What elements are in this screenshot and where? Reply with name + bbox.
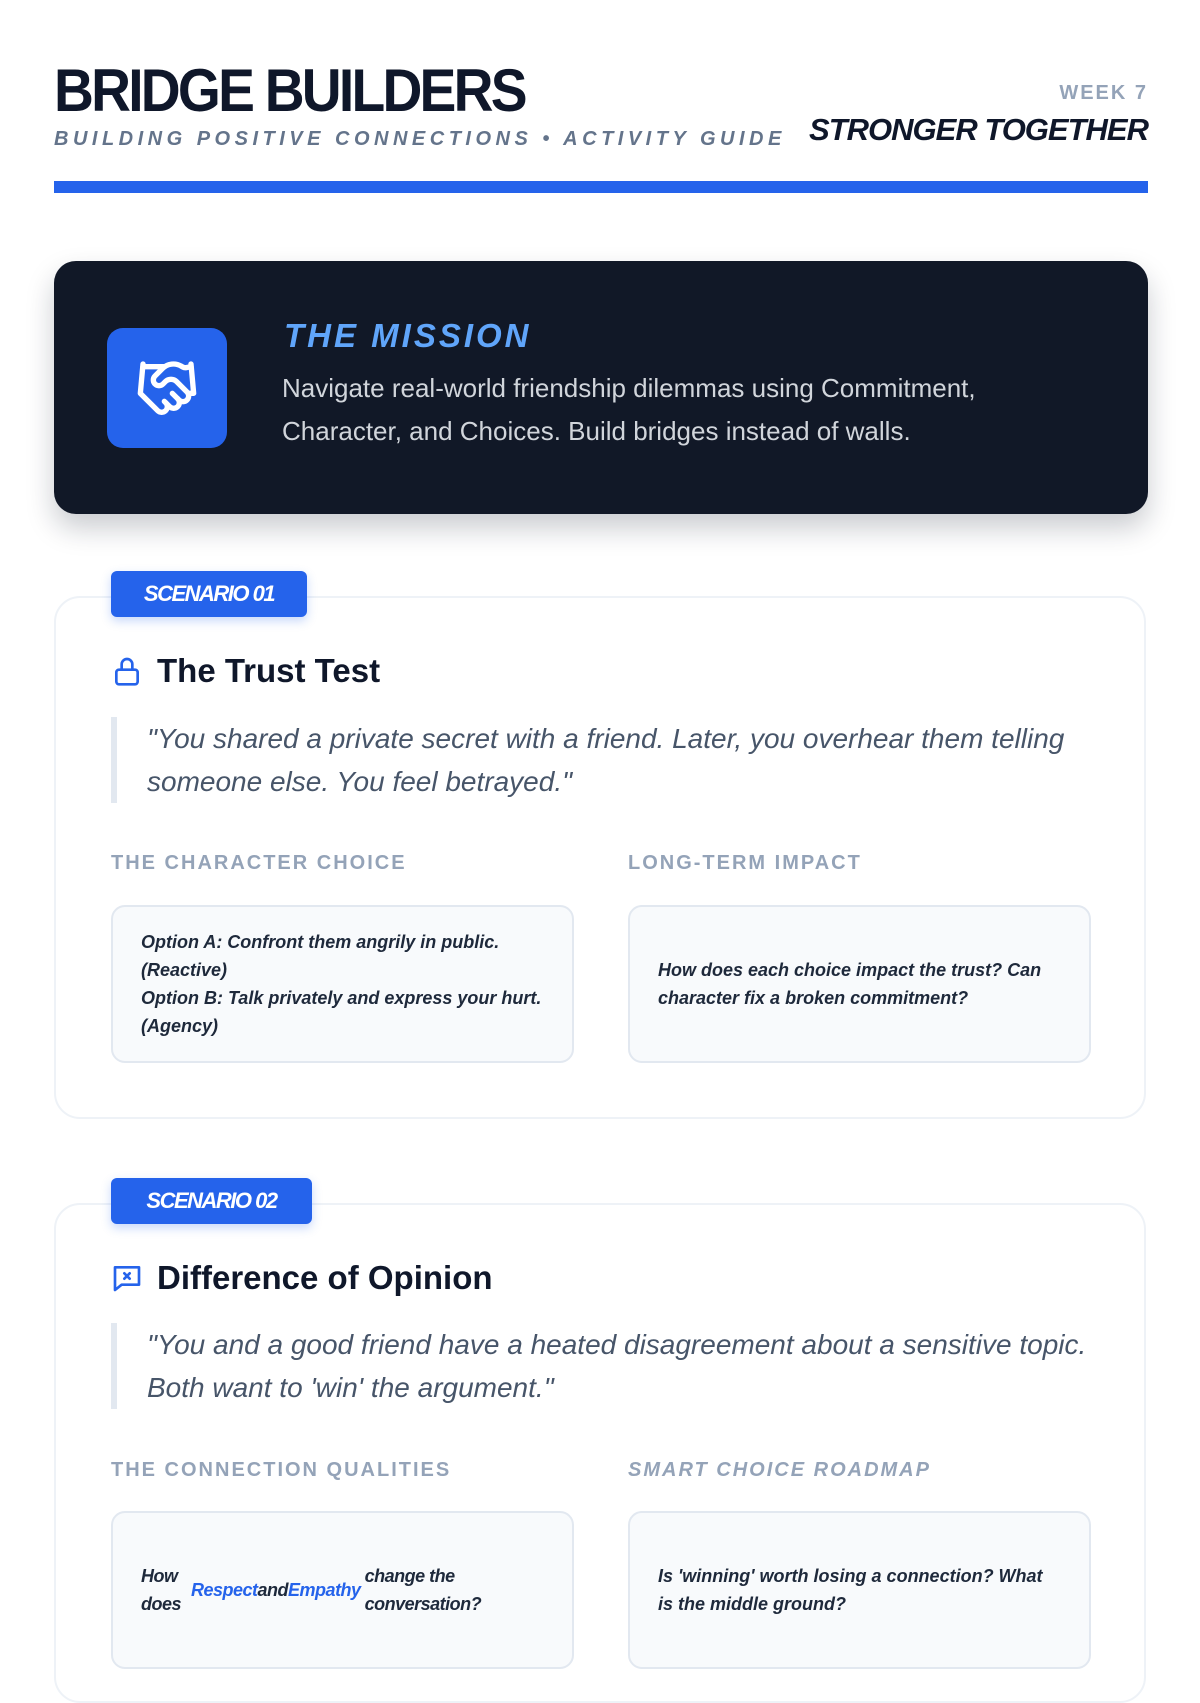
section-label: THE CONNECTION QUALITIES	[111, 1459, 452, 1481]
mission-text: Navigate real-world friendship dilemmas …	[282, 373, 976, 446]
impact-box: How does each choice impact the trust? C…	[628, 905, 1091, 1063]
message-x-icon	[113, 1266, 141, 1292]
scenario-badge: SCENARIO 02	[111, 1178, 312, 1224]
lock-icon	[115, 657, 139, 686]
scenario-heading: Difference of Opinion	[111, 1259, 493, 1297]
option-a: Option A: Confront them angrily in publi…	[141, 932, 500, 980]
roadmap-box: Is 'winning' worth losing a connection? …	[628, 1511, 1091, 1669]
term-respect: Respect	[191, 1580, 258, 1600]
week-label: WEEK 7	[1059, 82, 1148, 104]
scenario-title: The Trust Test	[157, 652, 381, 689]
scenario-heading: The Trust Test	[111, 652, 380, 690]
mission-title: THE MISSION	[284, 317, 532, 354]
qualities-text: change the conversation?	[364, 1566, 482, 1614]
scenario-quote: "You shared a private secret with a frie…	[111, 717, 1091, 803]
choice-box: Option A: Confront them angrily in publi…	[111, 905, 574, 1063]
term-empathy: Empathy	[288, 1580, 361, 1600]
section-label: THE CHARACTER CHOICE	[111, 852, 407, 874]
impact-text: How does each choice impact the trust? C…	[658, 960, 1042, 1008]
scenario-title: Difference of Opinion	[157, 1259, 493, 1296]
header-divider	[54, 181, 1148, 193]
roadmap-text: Is 'winning' worth losing a connection? …	[658, 1566, 1043, 1614]
qualities-box: How does Respect and Empathy change the …	[111, 1511, 574, 1669]
scenario-badge: SCENARIO 01	[111, 571, 307, 617]
option-b: Option B: Talk privately and express you…	[141, 988, 542, 1036]
section-label: LONG-TERM IMPACT	[628, 852, 862, 874]
handshake-icon	[107, 328, 227, 448]
mission-card: THE MISSION Navigate real-world friendsh…	[54, 261, 1148, 514]
page-subtitle: BUILDING POSITIVE CONNECTIONS • ACTIVITY…	[54, 128, 786, 150]
page-title: BRIDGE BUILDERS	[54, 57, 528, 124]
week-theme: STRONGER TOGETHER	[809, 112, 1149, 147]
scenario-quote: "You and a good friend have a heated dis…	[111, 1323, 1091, 1409]
qualities-text: and	[257, 1580, 289, 1600]
qualities-text: How does	[141, 1566, 182, 1614]
section-label: SMART CHOICE ROADMAP	[628, 1459, 931, 1481]
